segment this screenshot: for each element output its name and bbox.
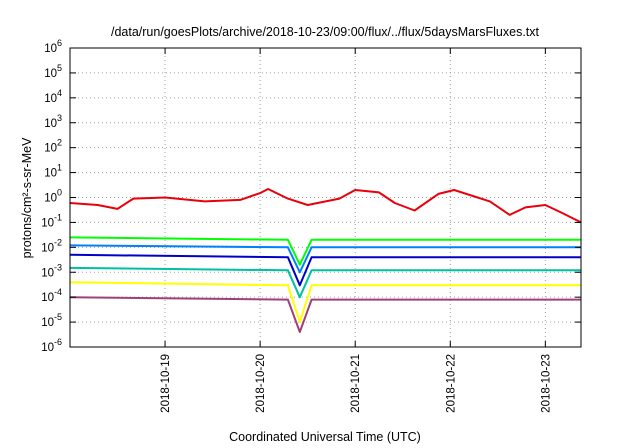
plot-series [69,188,582,333]
series-line-7 [69,296,581,333]
series-line-4 [69,253,581,287]
y-axis-label: protons/cm²-s-sr-MeV [20,137,34,259]
chart-title: /data/run/goesPlots/archive/2018-10-23/0… [111,25,540,39]
x-tick-label: 2018-10-23 [540,354,552,413]
y-tick-label: 10-3 [41,262,62,279]
y-tick-label: 100 [44,188,62,205]
y-tick-label: 10-5 [41,312,62,329]
y-tick-label: 10-6 [41,337,62,354]
y-tick-label: 10-1 [41,212,62,229]
series-line-6 [69,281,581,324]
x-tick-label: 2018-10-21 [350,354,362,413]
x-tick-label: 2018-10-22 [445,354,457,413]
plot-frame [69,47,582,348]
y-tick-label: 10-2 [41,237,62,254]
series-line-2 [69,236,581,266]
y-tick-label: 10-4 [41,287,62,304]
x-tick-label: 2018-10-20 [255,354,267,413]
series-line-5 [69,266,581,299]
series-line-3 [69,244,581,274]
y-tick-label: 102 [44,138,62,155]
x-axis-label: Coordinated Universal Time (UTC) [229,430,421,444]
y-tick-label: 104 [44,88,62,105]
x-tick-label: 2018-10-19 [160,354,172,413]
y-tick-label: 106 [44,38,62,55]
y-tick-label: 101 [44,163,62,180]
y-tick-label: 103 [44,113,62,130]
series-line-1 [69,188,582,224]
y-tick-label: 105 [44,63,62,80]
axes: 10-6 10-5 10-4 10-3 10-2 10-1 100 101 102 103 104 1… [41,38,581,413]
